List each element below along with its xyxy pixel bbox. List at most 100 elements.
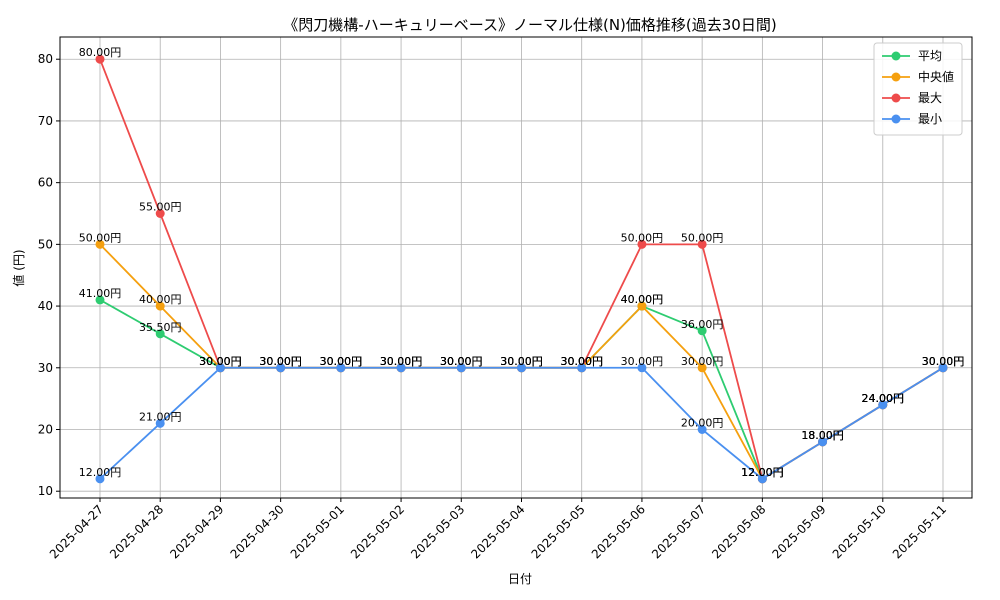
data-label: 24.00円: [862, 392, 905, 405]
data-point: [697, 239, 707, 249]
data-point: [637, 239, 647, 249]
data-label: 30.00円: [621, 355, 664, 368]
legend-marker: [891, 72, 901, 82]
data-label: 30.00円: [199, 355, 242, 368]
legend-marker: [891, 51, 901, 61]
legend-label: 最大: [918, 91, 942, 105]
data-point: [697, 363, 707, 373]
data-label: 50.00円: [79, 231, 122, 244]
x-tick-label: 2025-05-10: [830, 502, 889, 561]
data-point: [155, 209, 165, 219]
axes: 2025-04-27 2025-04-28 2025-04-29 2025-04-30…: [38, 52, 949, 561]
data-point: [95, 295, 105, 305]
data-label: 18.00円: [801, 429, 844, 442]
y-tick-label: 20: [38, 422, 53, 436]
y-tick-label: 50: [38, 237, 53, 251]
data-point: [276, 363, 286, 373]
data-label: 30.00円: [320, 355, 363, 368]
x-tick-label: 2025-04-30: [228, 502, 287, 561]
data-label: 24.00円: [862, 392, 905, 405]
x-axis-label: 日付: [508, 572, 532, 586]
data-label: 24.00円: [862, 392, 905, 405]
data-label: 12.00円: [741, 466, 784, 479]
data-label: 30.00円: [500, 355, 543, 368]
data-label: 30.00円: [380, 355, 423, 368]
data-point: [637, 363, 647, 373]
x-tick-label: 2025-05-06: [589, 502, 648, 561]
data-point: [456, 363, 466, 373]
data-label: 30.00円: [500, 355, 543, 368]
data-label: 21.00円: [139, 410, 182, 423]
data-label: 30.00円: [380, 355, 423, 368]
series: [95, 54, 948, 484]
data-label: 30.00円: [320, 355, 363, 368]
x-tick-label: 2025-05-08: [709, 502, 768, 561]
data-label: 36.00円: [681, 318, 724, 331]
data-label: 30.00円: [259, 355, 302, 368]
data-label: 30.00円: [681, 355, 724, 368]
data-point: [697, 326, 707, 336]
data-label: 30.00円: [199, 355, 242, 368]
data-label: 30.00円: [560, 355, 603, 368]
data-label: 30.00円: [259, 355, 302, 368]
data-label: 40.00円: [621, 293, 664, 306]
data-point: [336, 363, 346, 373]
data-label: 30.00円: [380, 355, 423, 368]
x-tick-label: 2025-05-04: [468, 502, 527, 561]
data-point: [878, 400, 888, 410]
data-label: 12.00円: [741, 466, 784, 479]
data-point: [577, 363, 587, 373]
plot-area: [59, 36, 973, 499]
data-point: [95, 54, 105, 64]
data-label: 30.00円: [199, 355, 242, 368]
data-point: [697, 424, 707, 434]
data-labels: 41.00円 35.50円 30.00円 30.00円 30.00円 30.00円 30.0…: [79, 46, 965, 479]
x-tick-label: 2025-05-11: [890, 502, 949, 561]
chart-title: 《閃刀機構-ハーキュリーベース》ノーマル仕様(N)価格推移(過去30日間): [283, 16, 776, 34]
data-label: 12.00円: [741, 466, 784, 479]
data-point: [155, 301, 165, 311]
data-label: 30.00円: [922, 355, 965, 368]
data-point: [95, 239, 105, 249]
data-label: 40.00円: [621, 293, 664, 306]
data-label: 30.00円: [320, 355, 363, 368]
y-tick-label: 70: [38, 114, 53, 128]
data-label: 55.00円: [139, 201, 182, 214]
data-label: 18.00円: [801, 429, 844, 442]
y-tick-label: 40: [38, 299, 53, 313]
x-tick-label: 2025-05-05: [529, 502, 588, 561]
data-label: 30.00円: [440, 355, 483, 368]
x-tick-label: 2025-05-03: [408, 502, 467, 561]
x-tick-label: 2025-05-09: [769, 502, 828, 561]
data-label: 18.00円: [801, 429, 844, 442]
data-label: 20.00円: [681, 416, 724, 429]
data-label: 30.00円: [922, 355, 965, 368]
data-point: [95, 474, 105, 484]
y-tick-label: 80: [38, 52, 53, 66]
data-label: 30.00円: [922, 355, 965, 368]
data-label: 50.00円: [621, 231, 664, 244]
data-label: 30.00円: [500, 355, 543, 368]
data-label: 30.00円: [560, 355, 603, 368]
data-label: 35.50円: [139, 321, 182, 334]
data-point: [155, 418, 165, 428]
legend-label: 平均: [918, 49, 942, 63]
data-label: 30.00円: [560, 355, 603, 368]
data-point: [818, 437, 828, 447]
data-point: [215, 363, 225, 373]
data-point: [757, 474, 767, 484]
x-tick-label: 2025-05-01: [288, 502, 347, 561]
data-label: 41.00円: [79, 287, 122, 300]
x-tick-label: 2025-05-07: [649, 502, 708, 561]
data-label: 30.00円: [500, 355, 543, 368]
x-tick-label: 2025-04-28: [107, 502, 166, 561]
data-label: 30.00円: [380, 355, 423, 368]
x-tick-label: 2025-05-02: [348, 502, 407, 561]
data-label: 12.00円: [741, 466, 784, 479]
y-tick-label: 30: [38, 361, 53, 375]
data-label: 30.00円: [922, 355, 965, 368]
data-point: [396, 363, 406, 373]
y-tick-label: 60: [38, 176, 53, 190]
